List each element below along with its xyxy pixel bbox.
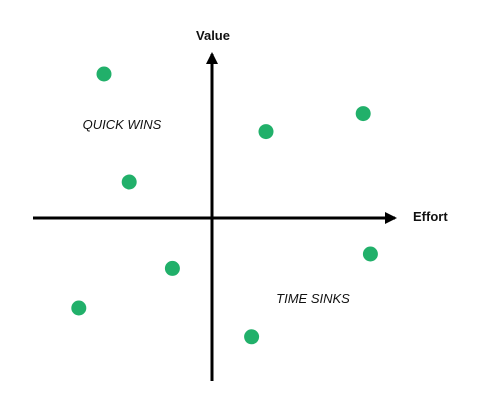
y-axis-label: Value — [196, 28, 230, 43]
data-points — [71, 66, 378, 345]
x-axis-label: Effort — [413, 209, 448, 224]
data-point-1 — [96, 66, 112, 82]
quadrant-label-time-sinks: TIME SINKS — [276, 291, 350, 306]
data-point-3 — [258, 124, 274, 140]
data-point-8 — [362, 246, 378, 262]
data-point-7 — [244, 329, 260, 345]
data-point-5 — [164, 260, 180, 276]
data-point-4 — [355, 106, 371, 122]
data-point-6 — [71, 300, 87, 316]
data-point-2 — [121, 174, 137, 190]
quadrant-label-quick-wins: QUICK WINS — [83, 117, 162, 132]
